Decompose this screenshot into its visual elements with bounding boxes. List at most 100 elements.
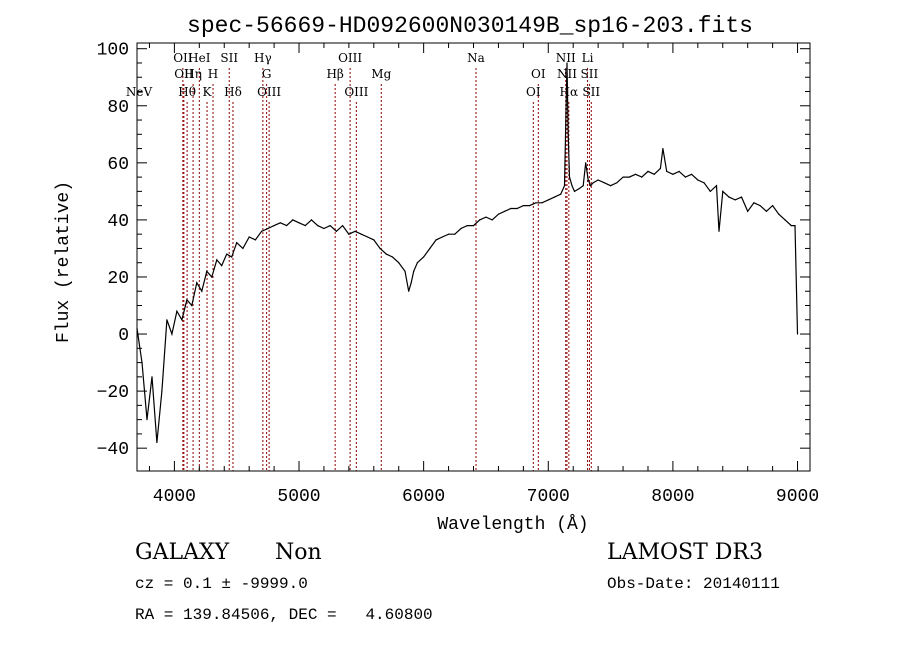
spectrum-point xyxy=(691,173,693,175)
spectrum-point xyxy=(734,199,736,201)
y-tick-label: 20 xyxy=(107,269,129,289)
spectrum-point xyxy=(176,310,178,312)
spectrum-point xyxy=(547,199,549,201)
spectrum-point xyxy=(765,210,768,212)
spectrum-point xyxy=(221,265,223,267)
x-tick-label: 4000 xyxy=(153,487,196,507)
chart-title: spec-56669-HD092600N030149B_sp16-203.fit… xyxy=(187,13,753,39)
spectrum-point xyxy=(491,219,493,221)
spectrum-point xyxy=(367,236,369,238)
x-tick-label: 6000 xyxy=(402,487,445,507)
y-tick-label: −20 xyxy=(97,383,129,403)
spectrum-point xyxy=(684,176,687,178)
spectrum-point xyxy=(616,182,618,184)
spectrum-point xyxy=(573,190,576,192)
spectrum-point xyxy=(722,190,724,192)
spectrum-point xyxy=(753,202,755,204)
spectrum-point xyxy=(151,376,153,378)
spectrum-point xyxy=(310,219,313,221)
spectrum-point xyxy=(759,205,761,207)
y-tick-label: 0 xyxy=(118,326,129,346)
spectrum-point xyxy=(441,236,443,238)
spectrum-point xyxy=(201,290,203,292)
emission-line-label: SII xyxy=(220,51,238,65)
emission-line-label: Hθ xyxy=(178,85,196,99)
spectrum-point xyxy=(778,213,780,215)
emission-line-label: Hδ xyxy=(224,85,242,99)
coordinates: RA = 139.84506, DEC = 4.60800 xyxy=(135,606,433,624)
emission-line-label: Hη xyxy=(184,67,202,81)
spectrum-point xyxy=(653,173,655,175)
plot-frame xyxy=(136,42,811,472)
spectrum-point xyxy=(553,196,556,198)
spectrum-line-layer xyxy=(136,62,799,444)
spectrum-point xyxy=(385,253,387,255)
spectrum-point xyxy=(529,205,531,207)
spectrum-point xyxy=(398,262,400,264)
spectrum-point xyxy=(796,333,799,335)
spectrum-point xyxy=(659,167,662,170)
spectrum-point xyxy=(348,233,350,235)
emission-line-label: NeV xyxy=(126,85,153,99)
spectrum-point xyxy=(587,179,589,181)
spectrum-point xyxy=(242,247,244,249)
spectrum-point xyxy=(703,182,705,184)
spectrum-point xyxy=(279,222,281,224)
spectrum-point xyxy=(423,256,425,258)
spectrum-point xyxy=(211,276,213,278)
spectrum-point xyxy=(740,196,743,198)
emission-line-label: Hα xyxy=(560,85,579,99)
emission-line-label: HeI xyxy=(188,51,211,65)
spectrum-point xyxy=(590,185,592,187)
emission-line-markers xyxy=(182,68,592,471)
spectrum-point xyxy=(592,182,594,184)
spectrum-point xyxy=(161,390,163,392)
spectrum-point xyxy=(563,185,566,187)
spectrum-point xyxy=(335,230,337,232)
spectrum-point xyxy=(628,176,630,178)
emission-line-label: OI xyxy=(526,85,541,99)
spectrum-point xyxy=(304,225,306,227)
spectrum-point xyxy=(435,239,437,241)
emission-line-label: OII xyxy=(174,67,194,81)
spectrum-point xyxy=(715,185,718,187)
spectrum-point xyxy=(416,262,418,264)
spectrum-point xyxy=(466,225,468,227)
emission-line-label: H xyxy=(208,67,218,81)
spectrum-point xyxy=(516,207,518,210)
spectrum-point xyxy=(216,259,218,261)
spectrum-point xyxy=(254,239,256,241)
spectrum-point xyxy=(323,227,325,230)
spectrum-point xyxy=(236,242,238,244)
spectrum-point xyxy=(261,230,263,232)
spectrum-point xyxy=(186,299,188,301)
spectrum-point xyxy=(472,225,475,227)
spectrum-point xyxy=(273,225,275,227)
spectrum-point xyxy=(317,225,319,227)
spectrum-point xyxy=(578,187,581,190)
spectrum-point xyxy=(479,219,481,221)
spectrum-point xyxy=(560,193,562,195)
spectrum-point xyxy=(413,270,415,272)
spectrum-point xyxy=(772,205,774,207)
y-tick-label: −40 xyxy=(97,440,129,460)
spectrum-point xyxy=(497,213,499,215)
spectrum-point xyxy=(485,216,487,218)
y-axis-label: Flux (relative) xyxy=(54,181,74,343)
spectrum-point xyxy=(662,148,664,150)
spectrum-point xyxy=(784,219,786,221)
spectrum-point xyxy=(454,233,456,235)
spectrum-point xyxy=(191,304,193,307)
spectrum-point xyxy=(709,190,711,192)
spectrum-point xyxy=(156,441,158,444)
y-tick-label: 40 xyxy=(107,212,129,232)
spectrum-point xyxy=(747,210,749,212)
emission-line-label: Hγ xyxy=(254,51,272,65)
spectrum-point xyxy=(171,333,173,335)
spectrum-point xyxy=(585,162,587,164)
emission-line-label: OIII xyxy=(344,85,368,99)
spectrum-point xyxy=(226,253,228,255)
spectrum-point xyxy=(231,256,233,258)
spectrum-point xyxy=(448,233,450,235)
